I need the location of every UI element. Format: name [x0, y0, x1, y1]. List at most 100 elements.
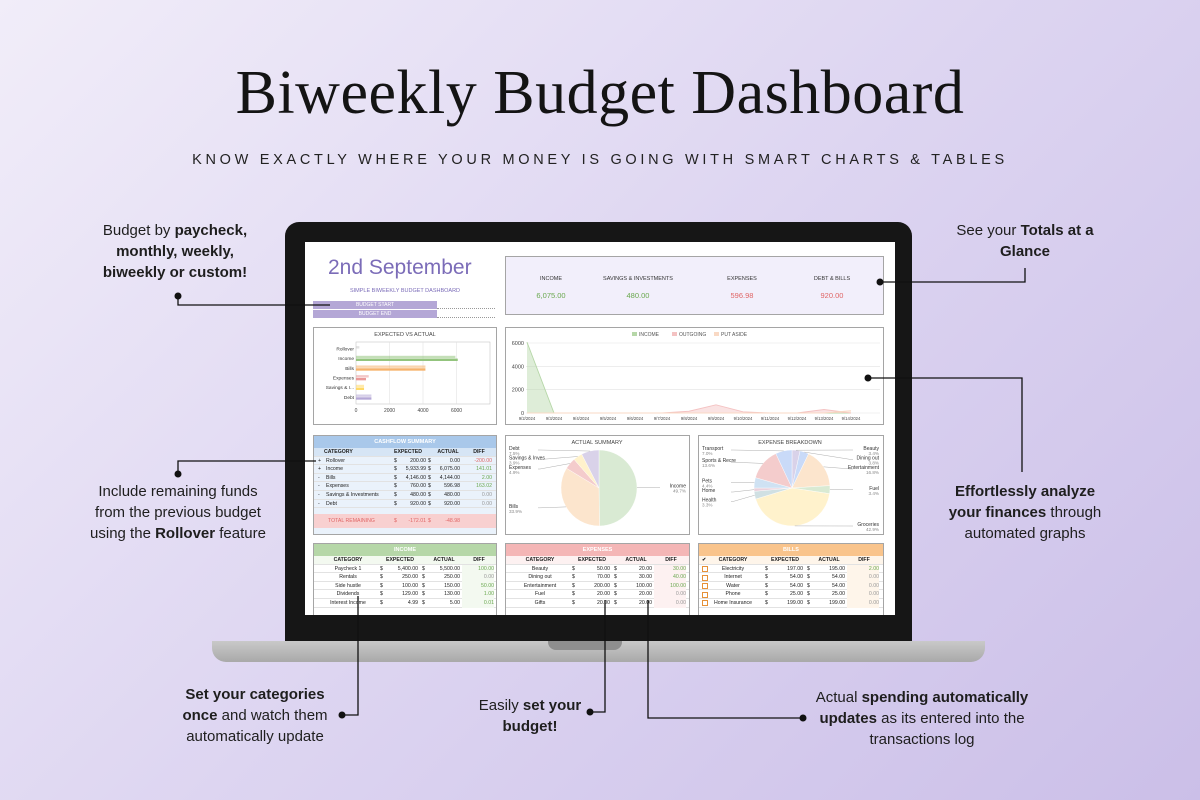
checkbox[interactable] [702, 583, 708, 590]
currency: $ [394, 474, 397, 481]
checkbox[interactable] [702, 591, 708, 598]
cell: Income [326, 466, 344, 473]
leader-line [538, 449, 591, 452]
cell: 197.00 [787, 565, 803, 572]
checkbox[interactable] [702, 566, 708, 573]
x-tick-label: 9/13/2024 [815, 416, 834, 421]
table-row: - Expenses $760.00 $596.98 163.02 [314, 482, 496, 491]
table-title: CASHFLOW SUMMARY [314, 436, 496, 448]
cell: Internet [724, 574, 742, 581]
currency: $ [422, 574, 425, 581]
slice-value: 3.3% [702, 503, 712, 508]
cell: 0.00 [481, 500, 492, 507]
cell: 20.00 [639, 599, 652, 606]
slice-label: Bills [509, 504, 519, 510]
callout-line: updates as its entered into the [772, 708, 1072, 729]
laptop-notch [548, 641, 622, 650]
legend-swatch [632, 332, 637, 336]
row-sign: + [318, 466, 322, 473]
connector [647, 600, 803, 719]
connector [590, 600, 606, 713]
bills-panel: BILLS ✔ CATEGORY EXPECTED ACTUAL DIFF Electric… [698, 543, 884, 615]
callout-text: and watch them [217, 707, 328, 724]
cell: 1.00 [462, 590, 494, 599]
cell: 141.01 [476, 466, 492, 473]
leader-line [823, 466, 853, 470]
cell: 20.00 [639, 591, 652, 598]
table-row: + Rollover $200.00 $0.00 -200.00 [314, 457, 496, 466]
currency: $ [380, 591, 383, 598]
currency: $ [572, 565, 575, 572]
callout: Easily set your budget! [380, 695, 680, 737]
callout-line: Actual spending automatically [772, 687, 1072, 708]
column-header: DIFF [473, 557, 485, 563]
x-tick-label: 9/11/2024 [761, 416, 780, 421]
callout-text: through [1046, 504, 1102, 521]
callout-line: Glance [875, 241, 1175, 262]
totals-panel: INCOME 6,075.00 SAVINGS & INVESTMENTS 480.0… [505, 256, 884, 315]
x-tick-label: 2000 [384, 408, 395, 414]
currency: $ [614, 599, 617, 606]
currency: $ [614, 574, 617, 581]
column-header: CATEGORY [324, 449, 353, 455]
slice-label: Groceries [857, 522, 879, 528]
cell: Dividends [336, 591, 360, 598]
cell: 100.00 [636, 582, 652, 589]
y-tick-label: 2000 [512, 388, 524, 394]
leader-line [538, 456, 578, 460]
x-tick-label: 6000 [451, 408, 462, 414]
callout-text: automatically update [186, 728, 324, 745]
cell: 480.00 [444, 491, 460, 498]
x-tick-label: 9/9/2024 [708, 416, 725, 421]
callout-text: using the [90, 525, 156, 542]
slice-value: 7.5% [509, 451, 519, 456]
x-tick-label: 9/2/2024 [519, 416, 536, 421]
callout-text: Rollover [155, 525, 216, 542]
bar [356, 368, 426, 371]
currency: $ [765, 565, 768, 572]
slice-value: 7.0% [702, 451, 712, 456]
x-tick-label: 9/5/2024 [600, 416, 617, 421]
bar [356, 355, 456, 359]
bar [356, 346, 360, 349]
chart-title: EXPECTED VS ACTUAL [374, 332, 435, 338]
connector-dot [174, 292, 182, 300]
column-header: DIFF [665, 557, 677, 563]
currency: $ [807, 565, 810, 572]
cell: Beauty [531, 565, 549, 572]
legend-label: OUTGOING [679, 332, 706, 338]
row-sign: - [318, 491, 320, 498]
checkbox[interactable] [702, 574, 708, 581]
row-sign: - [318, 483, 320, 490]
connector-dot [174, 470, 182, 478]
callout-text: biweekly or custom! [102, 264, 248, 281]
cashflow-panel: CASHFLOW SUMMARY CATEGORY EXPECTED ACTUAL DI… [313, 435, 497, 535]
currency: $ [765, 574, 768, 581]
table-row: Dividends $129.00 $130.00 1.00 [314, 590, 496, 599]
currency: $ [572, 574, 575, 581]
cell: 596.98 [444, 483, 460, 490]
callout-text: Set your categories [185, 686, 325, 703]
callout-text: automated graphs [964, 525, 1086, 542]
cell: Entertainment [523, 582, 557, 589]
currency: $ [422, 599, 425, 606]
legend-swatch [714, 332, 719, 336]
currency: $ [428, 466, 431, 473]
y-tick-label: Income [338, 356, 354, 362]
row-sign: - [318, 474, 320, 481]
cell: Rollover [326, 457, 346, 464]
column-header: ACTUAL [818, 557, 840, 563]
callout-line: your finances through [875, 502, 1175, 523]
budget-start: BUDGET START [313, 301, 437, 309]
bar [356, 365, 426, 368]
slice-label: Pets [702, 479, 713, 485]
x-tick-label: 9/14/2024 [842, 416, 861, 421]
slice-value: 3.4% [869, 451, 879, 456]
laptop-base [212, 641, 985, 662]
currency: $ [394, 500, 397, 507]
checkbox[interactable] [702, 600, 708, 607]
slice-label: Transport [702, 446, 724, 452]
callout-text: See your [956, 222, 1021, 239]
y-tick-label: Debt [344, 395, 355, 401]
